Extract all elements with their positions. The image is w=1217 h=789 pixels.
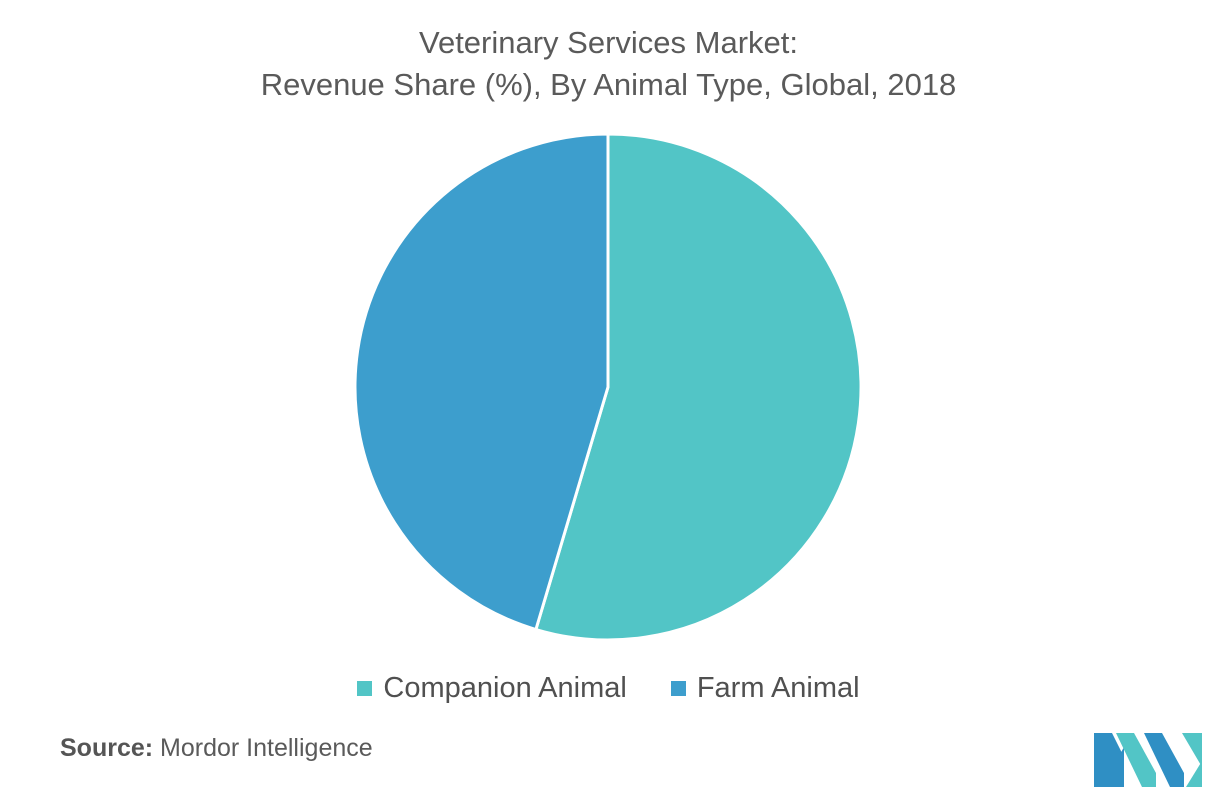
- legend-label-farm-animal: Farm Animal: [696, 672, 860, 704]
- mordor-intelligence-logo-icon: [1094, 733, 1202, 787]
- source-note: Source: Mordor Intelligence: [60, 734, 373, 763]
- legend-item-companion-animal: Companion Animal: [357, 672, 627, 705]
- legend-item-farm-animal: Farm Animal: [670, 672, 860, 705]
- source-label: Source:: [60, 734, 154, 762]
- chart-title-block: Veterinary Services Market: Revenue Shar…: [0, 22, 1217, 106]
- source-text: Mordor Intelligence: [160, 734, 373, 762]
- chart-title: Veterinary Services Market:: [418, 25, 799, 60]
- chart-legend: Companion Animal Farm Animal: [0, 672, 1217, 705]
- legend-swatch-farm-animal: [670, 681, 686, 696]
- chart-subtitle: Revenue Share (%), By Animal Type, Globa…: [260, 67, 957, 102]
- legend-swatch-companion-animal: [357, 681, 373, 696]
- pie-slice-companion-animal: [534, 132, 863, 642]
- legend-label-companion-animal: Companion Animal: [383, 672, 627, 704]
- pie-slice-farm-animal: [353, 132, 610, 632]
